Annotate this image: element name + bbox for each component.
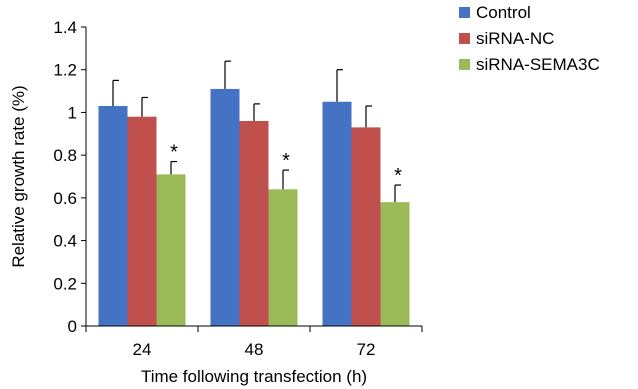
y-tick-label: 0.6 <box>53 189 77 208</box>
axes <box>85 27 422 327</box>
y-tick-label: 0.4 <box>53 232 77 251</box>
significance-star: * <box>282 150 290 172</box>
bar <box>127 116 157 326</box>
bar <box>268 189 298 326</box>
bar <box>351 127 381 326</box>
legend: Control siRNA-NC siRNA-SEMA3C <box>459 3 600 74</box>
bar <box>380 202 410 326</box>
bar-series: * * * <box>98 60 410 327</box>
legend-swatch <box>459 33 470 44</box>
y-tick-label: 0.8 <box>53 146 77 165</box>
x-axis-title: Time following transfection (h) <box>141 367 367 386</box>
bar <box>322 101 352 326</box>
bar <box>239 120 269 326</box>
legend-label: siRNA-NC <box>476 29 554 48</box>
y-tick-label: 1.2 <box>53 61 77 80</box>
bar <box>98 106 128 327</box>
x-tick-label: 72 <box>357 340 376 359</box>
legend-swatch <box>459 59 470 70</box>
bar <box>210 88 240 326</box>
significance-star: * <box>170 142 178 164</box>
y-axis-title: Relative growth rate (%) <box>9 85 28 267</box>
bar <box>156 174 186 326</box>
x-tick-label: 48 <box>245 340 264 359</box>
y-tick-label: 0 <box>68 317 77 336</box>
legend-label: Control <box>476 3 531 22</box>
x-tick-label: 24 <box>133 340 152 359</box>
y-tick-label: 1.4 <box>53 18 77 37</box>
y-tick-label: 0.2 <box>53 274 77 293</box>
y-axis-ticks: 0 0.2 0.4 0.6 0.8 1 1.2 1.4 <box>53 18 86 336</box>
y-tick-label: 1 <box>68 103 77 122</box>
significance-star: * <box>394 165 402 187</box>
legend-swatch <box>459 7 470 18</box>
legend-label: siRNA-SEMA3C <box>476 55 600 74</box>
x-axis-ticks: 24 48 72 <box>85 326 423 359</box>
